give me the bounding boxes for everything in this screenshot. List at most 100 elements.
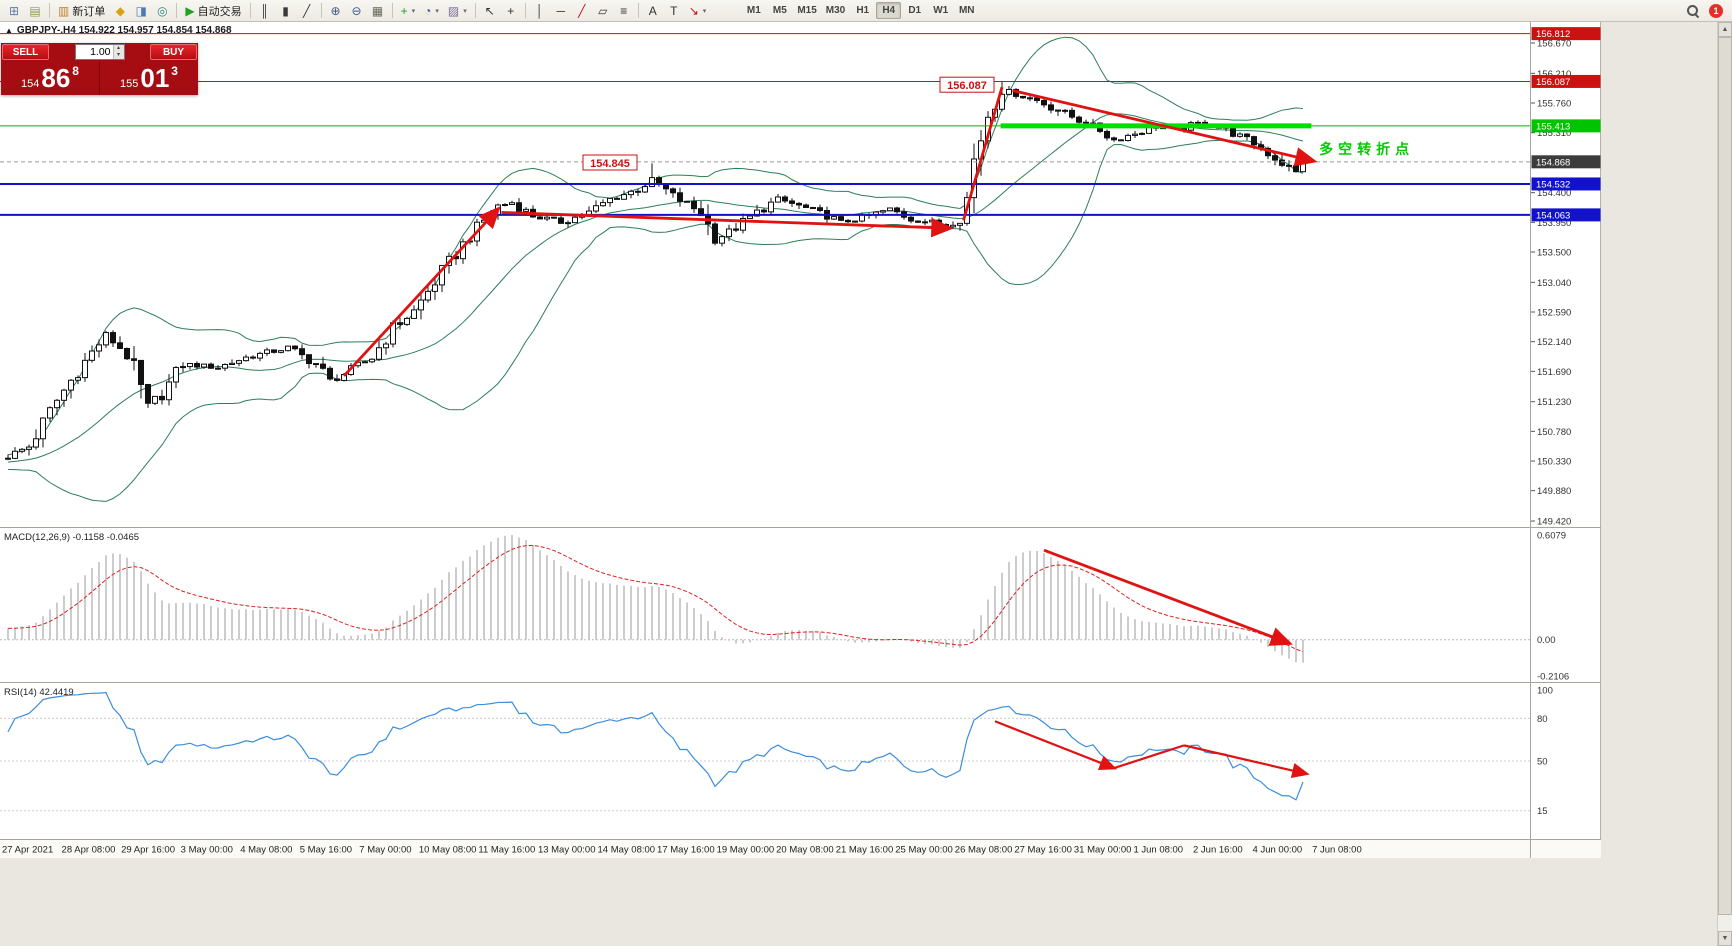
buy-price[interactable]: 155 01 3: [100, 61, 198, 95]
candle-body: [537, 216, 543, 220]
horizontal-line-tool-icon[interactable]: ─: [551, 2, 571, 20]
timeframe-m15-button[interactable]: M15: [793, 2, 820, 19]
periods-icon[interactable]: ◔ ▾: [420, 2, 443, 20]
timeframe-m30-button[interactable]: M30: [822, 2, 849, 19]
trend-arrow[interactable]: [1012, 89, 1318, 167]
candle-body: [894, 207, 900, 213]
trendline-tool-icon[interactable]: ╱: [572, 2, 592, 20]
candle-body: [89, 350, 95, 361]
scrollbar-thumb[interactable]: [1718, 37, 1732, 915]
fibonacci-tool-icon[interactable]: ≡: [614, 2, 634, 20]
candle-body: [299, 348, 305, 356]
buy-button[interactable]: BUY: [150, 44, 197, 60]
price-axis-tick-label: 151.690: [1537, 367, 1571, 378]
text-tool-icon[interactable]: A: [643, 2, 663, 20]
zoom-in-icon[interactable]: ⊕: [326, 2, 346, 20]
bar-chart-mode-icon: ║: [260, 3, 269, 18]
timeframe-h1-button[interactable]: H1: [850, 2, 875, 19]
crosshair-tool-icon[interactable]: +: [501, 2, 521, 20]
sell-price-big: 86: [41, 63, 71, 93]
bar-chart-mode-icon[interactable]: ║: [255, 2, 275, 20]
chart-profiles-icon[interactable]: ▤: [25, 2, 45, 20]
trend-arrow[interactable]: [1183, 744, 1310, 779]
timeframe-group: M1 M5 M15 M30 H1 H4 D1 W1 MN: [741, 2, 979, 19]
zoom-in-icon: ⊕: [330, 3, 341, 18]
volume-increase-button[interactable]: ▴: [113, 45, 124, 52]
templates-icon[interactable]: ▨ ▾: [444, 2, 471, 20]
tile-windows-icon[interactable]: ▦: [368, 2, 388, 20]
trend-arrow[interactable]: [501, 211, 954, 238]
navigator-icon[interactable]: ◎: [152, 2, 172, 20]
macd-axis-label: -0.2106: [1537, 672, 1569, 683]
price-axis-label-text: 156.812: [1536, 29, 1570, 40]
candle-body: [684, 200, 690, 203]
scroll-up-button[interactable]: ▲: [1718, 22, 1732, 37]
trend-arrow[interactable]: [962, 86, 1004, 221]
depth-of-market-icon: ◆: [115, 3, 125, 18]
notification-badge[interactable]: 1: [1709, 3, 1723, 18]
price-axis-tick-label: 149.880: [1537, 486, 1571, 497]
timeframe-m1-button[interactable]: M1: [741, 2, 766, 19]
channel-tool-icon: ▱: [598, 3, 608, 18]
vertical-scrollbar[interactable]: ▲ ▼: [1717, 22, 1732, 946]
arrows-tool-icon[interactable]: ↘ ▾: [685, 2, 711, 20]
price-axis-label-text: 155.413: [1536, 121, 1570, 132]
price-annotation-box[interactable]: [939, 76, 995, 93]
candle-body: [124, 347, 130, 360]
trend-arrow[interactable]: [342, 206, 501, 377]
timeframe-m5-button[interactable]: M5: [767, 2, 792, 19]
candle-body: [677, 192, 683, 202]
sell-button[interactable]: SELL: [2, 44, 49, 60]
price-annotation-box[interactable]: [582, 154, 638, 171]
candlestick-mode-icon[interactable]: ▮: [276, 2, 296, 20]
depth-of-market-icon[interactable]: ◆: [110, 2, 130, 20]
price-axis-tick-label: 155.760: [1537, 98, 1571, 109]
timeframe-mn-button[interactable]: MN: [954, 2, 979, 19]
price-axis-tick-label: 149.420: [1537, 517, 1571, 528]
label-tool-icon[interactable]: T: [664, 2, 684, 20]
market-watch-icon[interactable]: ◨: [131, 2, 151, 20]
zoom-out-icon[interactable]: ⊖: [347, 2, 367, 20]
trend-arrow[interactable]: [1043, 548, 1293, 646]
volume-input[interactable]: [75, 45, 113, 59]
volume-decrease-button[interactable]: ▾: [113, 52, 124, 59]
candlestick-mode-icon: ▮: [282, 3, 289, 18]
new-chart-icon[interactable]: ⊞: [4, 2, 24, 20]
candle-body: [607, 197, 613, 204]
time-axis-label: 3 May 00:00: [181, 845, 233, 856]
candle-body: [523, 208, 529, 212]
sell-price[interactable]: 154 86 8: [1, 61, 99, 95]
timeframe-d1-button[interactable]: D1: [902, 2, 927, 19]
indicators-list-icon[interactable]: + ▾: [397, 2, 420, 20]
candle-body: [1111, 137, 1117, 141]
candle-body: [565, 222, 571, 225]
new-order-button[interactable]: ▥ 新订单: [54, 2, 109, 20]
time-axis-label: 7 Jun 08:00: [1312, 845, 1362, 856]
vertical-line-tool-icon[interactable]: │: [530, 2, 550, 20]
candle-body: [194, 363, 200, 368]
buy-price-prefix: 155: [120, 78, 139, 90]
candle-body: [628, 190, 634, 196]
symbol-marker-icon: ▲: [5, 26, 13, 35]
scroll-down-button[interactable]: ▼: [1718, 931, 1732, 946]
cursor-tool-icon: ↖: [484, 3, 495, 18]
candle-body: [1300, 161, 1306, 173]
trend-arrow[interactable]: [1113, 744, 1185, 770]
autotrading-button[interactable]: ▶ 自动交易: [181, 2, 245, 20]
search-icon[interactable]: [1686, 4, 1700, 18]
trend-annotation-text[interactable]: 多空转折点: [1319, 141, 1414, 157]
candle-body: [292, 345, 298, 350]
candle-body: [887, 207, 893, 212]
candle-body: [572, 216, 578, 224]
time-axis-label: 4 Jun 00:00: [1253, 845, 1303, 856]
channel-tool-icon[interactable]: ▱: [593, 2, 613, 20]
price-axis-tick-label: 151.230: [1537, 397, 1571, 408]
timeframe-h4-button[interactable]: H4: [876, 2, 902, 19]
cursor-tool-icon[interactable]: ↖: [480, 2, 500, 20]
price-chart-canvas[interactable]: 156.087 154.845 多空转折点 156.670 156.210 155.760…: [0, 22, 1601, 858]
timeframe-w1-button[interactable]: W1: [928, 2, 953, 19]
trend-arrow[interactable]: [994, 720, 1118, 771]
chart-window[interactable]: 156.087 154.845 多空转折点 156.670 156.210 155.760…: [0, 22, 1601, 858]
trendline-tool-icon: ╱: [578, 3, 586, 18]
line-chart-mode-icon[interactable]: ╱: [297, 2, 317, 20]
